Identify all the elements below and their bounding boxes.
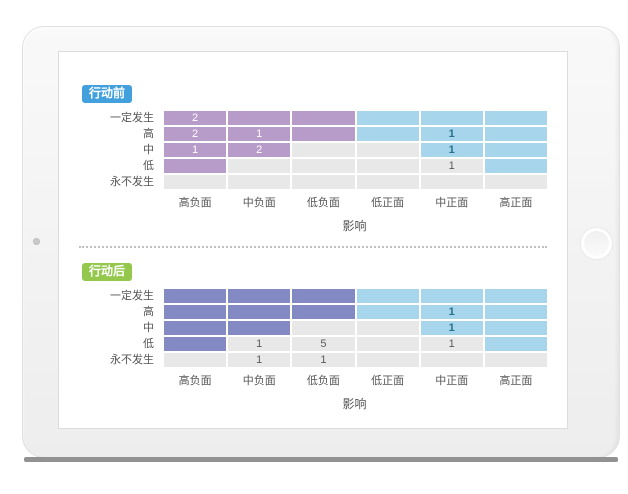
heatmap-cell: 2 xyxy=(164,111,227,125)
heatmap-cell xyxy=(356,175,419,189)
heatmap-cell xyxy=(484,289,547,303)
after-action-badge: 行动后 xyxy=(82,263,133,281)
heatmap-cell xyxy=(420,289,483,303)
heatmap-cell: 1 xyxy=(420,337,483,351)
heatmap-cell: 1 xyxy=(420,127,483,141)
col-label: 高正面 xyxy=(499,197,533,209)
heatmap-cell xyxy=(356,159,419,173)
heatmap-cell xyxy=(228,289,291,303)
heatmap-cell: 1 xyxy=(228,353,291,367)
col-label: 高负面 xyxy=(178,197,212,209)
heatmap-cell xyxy=(484,127,547,141)
row-label: 低 xyxy=(143,338,154,350)
heatmap-cell xyxy=(484,111,547,125)
row-label: 一定发生 xyxy=(110,112,154,124)
row-label: 低 xyxy=(143,160,154,172)
heatmap-cell xyxy=(228,305,291,319)
heatmap-cell xyxy=(292,159,355,173)
col-label: 中正面 xyxy=(435,375,469,387)
heatmap-cell: 5 xyxy=(292,337,355,351)
x-axis-title-after: 影响 xyxy=(342,397,367,411)
heatmap-cell xyxy=(484,321,547,335)
row-label: 中 xyxy=(143,144,154,156)
heatmap-cell xyxy=(292,289,355,303)
row-label: 一定发生 xyxy=(110,290,154,302)
heatmap-cell: 1 xyxy=(228,127,291,141)
heatmap-cell: 1 xyxy=(292,353,355,367)
heatmap-cell xyxy=(420,175,483,189)
col-label: 高正面 xyxy=(499,375,533,387)
heatmap-cell: 2 xyxy=(228,143,291,157)
heatmap-cell xyxy=(420,353,483,367)
heatmap-cell xyxy=(228,159,291,173)
heatmap-cell xyxy=(292,143,355,157)
heatmap-cell xyxy=(228,175,291,189)
heatmap-cell xyxy=(164,159,227,173)
heatmap-cell xyxy=(484,337,547,351)
home-button[interactable] xyxy=(581,228,612,259)
heatmap-cell: 1 xyxy=(420,143,483,157)
heatmap-cell xyxy=(356,353,419,367)
heatmap-cell xyxy=(164,289,227,303)
heatmap-cell xyxy=(164,353,227,367)
heatmap-cell xyxy=(164,175,227,189)
col-label: 低负面 xyxy=(306,375,340,387)
heatmap-cell xyxy=(356,289,419,303)
camera-icon xyxy=(33,238,40,245)
after-action-section: 行动后 一定发生高 1 中 1 低 1 5 1 永不发生 1 1 高负面 中负面 低负面 低正面 中正面 高正面… xyxy=(59,262,567,412)
row-label: 中 xyxy=(143,322,154,334)
heatmap-cell xyxy=(228,111,291,125)
col-label: 中正面 xyxy=(435,197,469,209)
heatmap-cell xyxy=(164,337,227,351)
col-label: 高负面 xyxy=(178,375,212,387)
heatmap-cell xyxy=(292,111,355,125)
heatmap-cell xyxy=(292,305,355,319)
axis-spacer xyxy=(79,191,162,205)
after-action-heatmap: 一定发生高 1 中 1 低 1 5 1 永不发生 1 1 高负面 中负面 低负面 低正面 中正面 高正面 xyxy=(79,289,547,388)
col-label: 低正面 xyxy=(371,375,405,387)
dotted-divider xyxy=(79,246,547,248)
heatmap-cell xyxy=(420,111,483,125)
tablet-frame: 行动前 一定发生 2 高 2 1 1 中 1 2 1 低 1 永不发生 高负面 中负面 低负面 低正面 中正面 高正… xyxy=(22,26,620,462)
heatmap-cell xyxy=(356,127,419,141)
before-action-badge: 行动前 xyxy=(82,85,133,103)
heatmap-cell: 2 xyxy=(164,127,227,141)
before-action-section: 行动前 一定发生 2 高 2 1 1 中 1 2 1 低 1 永不发生 高负面 中负面 低负面 低正面 中正面 高正… xyxy=(59,84,567,234)
heatmap-cell xyxy=(228,321,291,335)
heatmap-cell xyxy=(356,321,419,335)
heatmap-cell xyxy=(164,321,227,335)
col-label: 中负面 xyxy=(242,375,276,387)
heatmap-cell xyxy=(356,305,419,319)
heatmap-cell: 1 xyxy=(228,337,291,351)
heatmap-cell: 1 xyxy=(420,305,483,319)
col-label: 低负面 xyxy=(306,197,340,209)
col-label: 低正面 xyxy=(371,197,405,209)
x-axis-title-before: 影响 xyxy=(342,219,367,233)
row-label: 永不发生 xyxy=(110,354,154,366)
row-label: 永不发生 xyxy=(110,176,154,188)
heatmap-cell xyxy=(484,143,547,157)
row-label: 高 xyxy=(143,128,154,140)
heatmap-cell xyxy=(484,305,547,319)
heatmap-cell xyxy=(292,175,355,189)
heatmap-cell: 1 xyxy=(420,321,483,335)
heatmap-cell xyxy=(356,111,419,125)
heatmap-cell: 1 xyxy=(420,159,483,173)
heatmap-cell xyxy=(292,127,355,141)
heatmap-cell xyxy=(164,305,227,319)
heatmap-cell xyxy=(292,321,355,335)
heatmap-cell xyxy=(356,337,419,351)
row-label: 高 xyxy=(143,306,154,318)
heatmap-cell xyxy=(356,143,419,157)
heatmap-cell xyxy=(484,175,547,189)
tablet-screen: 行动前 一定发生 2 高 2 1 1 中 1 2 1 低 1 永不发生 高负面 中负面 低负面 低正面 中正面 高正… xyxy=(58,51,568,429)
heatmap-cell xyxy=(484,159,547,173)
heatmap-cell xyxy=(484,353,547,367)
col-label: 中负面 xyxy=(242,197,276,209)
before-action-heatmap: 一定发生 2 高 2 1 1 中 1 2 1 低 1 永不发生 高负面 中负面 低负面 低正面 中正面 高正面 xyxy=(79,111,547,210)
heatmap-cell: 1 xyxy=(164,143,227,157)
axis-spacer xyxy=(79,369,162,383)
